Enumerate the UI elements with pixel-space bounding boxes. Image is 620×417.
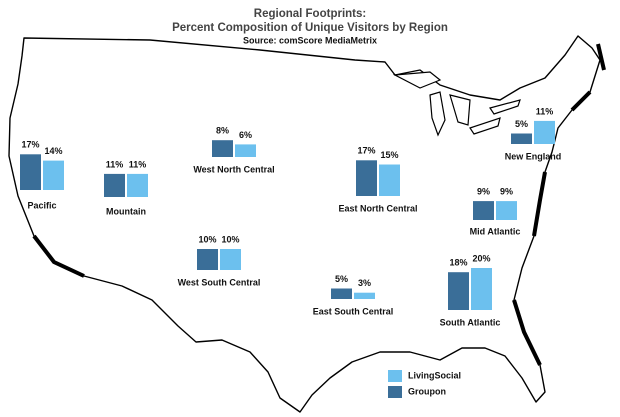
bar: [471, 268, 492, 310]
region-label: West North Central: [193, 164, 274, 174]
value-label: 18%: [449, 258, 467, 268]
region-label: East South Central: [313, 306, 394, 316]
bar: [354, 292, 375, 299]
legend-swatch: [388, 386, 402, 398]
legend-swatch: [388, 370, 402, 382]
bar: [220, 249, 241, 270]
value-label: 9%: [477, 186, 490, 196]
region-label: New England: [505, 151, 562, 161]
bar: [104, 173, 125, 197]
value-label: 5%: [335, 274, 348, 284]
chart-title: Regional Footprints:: [254, 8, 366, 20]
region-label: Pacific: [27, 200, 56, 210]
value-label: 10%: [221, 234, 239, 244]
value-label: 15%: [380, 150, 398, 160]
value-label: 11%: [536, 106, 554, 116]
value-label: 3%: [358, 278, 371, 288]
value-label: 11%: [106, 159, 124, 169]
region-label: South Atlantic: [440, 317, 501, 327]
bar: [448, 272, 469, 310]
region-label: East North Central: [338, 203, 417, 213]
value-label: 8%: [216, 126, 229, 136]
bar: [534, 120, 555, 144]
bar: [212, 140, 233, 157]
value-label: 20%: [472, 253, 490, 263]
region-label: Mid Atlantic: [470, 226, 521, 236]
value-label: 11%: [129, 159, 147, 169]
legend-label: Groupon: [408, 386, 446, 396]
value-label: 9%: [500, 186, 513, 196]
value-label: 6%: [239, 130, 252, 140]
bar: [197, 249, 218, 270]
bar: [331, 288, 352, 299]
value-label: 17%: [357, 146, 375, 156]
region-label: West South Central: [178, 277, 261, 287]
value-label: 5%: [515, 119, 528, 129]
value-label: 17%: [21, 140, 39, 150]
bar: [496, 201, 517, 220]
bar: [511, 133, 532, 144]
bar: [127, 173, 148, 197]
chart-source: Source: comScore MediaMetrix: [243, 35, 377, 45]
chart-subtitle: Percent Composition of Unique Visitors b…: [172, 22, 448, 34]
bar: [235, 144, 256, 157]
value-label: 10%: [198, 234, 216, 244]
bar: [379, 164, 400, 196]
bar: [20, 154, 41, 190]
great-lakes: [392, 71, 521, 137]
region-label: Mountain: [106, 206, 146, 216]
bar: [356, 160, 377, 196]
coast-shadow: [32, 43, 606, 366]
value-label: 14%: [44, 146, 62, 156]
us-map-outline: [8, 35, 601, 413]
legend-label: LivingSocial: [408, 370, 461, 380]
bar: [473, 201, 494, 220]
bar: [43, 160, 64, 190]
